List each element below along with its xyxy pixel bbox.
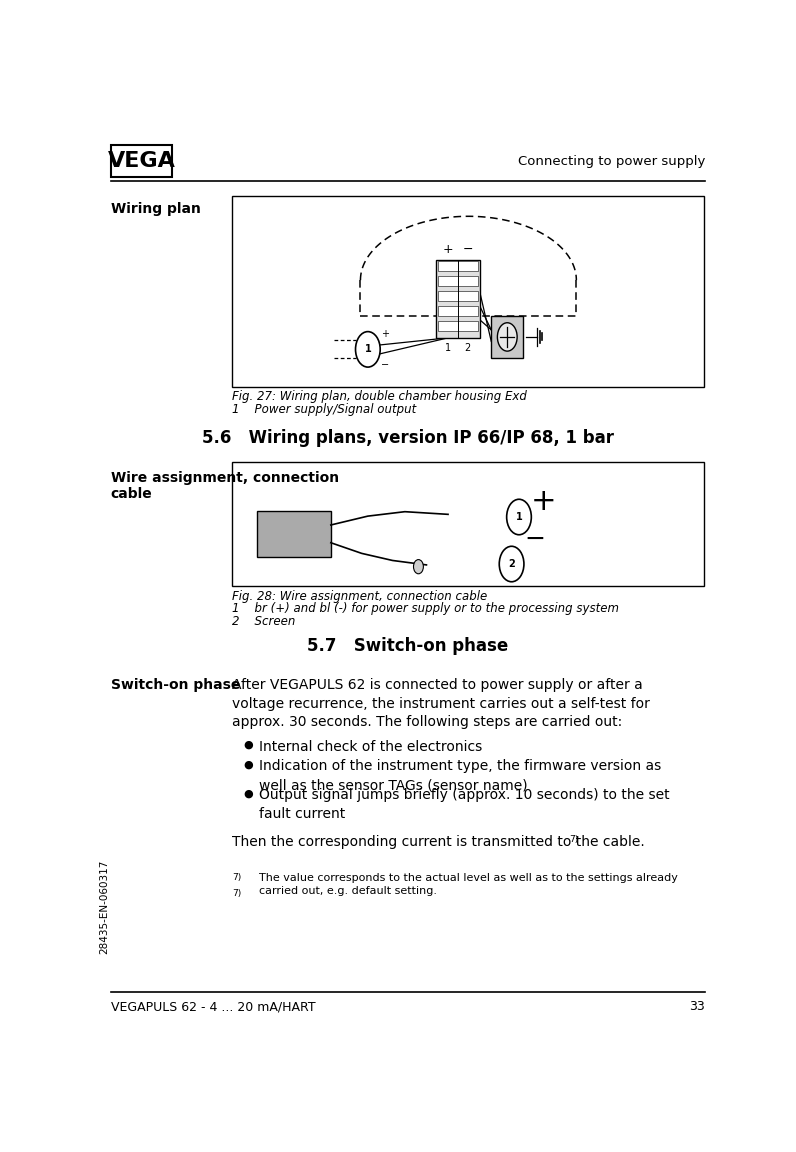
Bar (232, 196, 704, 387)
Text: 1: 1 (516, 511, 522, 522)
Circle shape (498, 323, 517, 351)
Text: Internal check of the electronics: Internal check of the electronics (259, 740, 482, 753)
Text: 1    Power supply/Signal output: 1 Power supply/Signal output (232, 402, 416, 416)
Bar (257, 510, 331, 556)
Text: Switch-on phase: Switch-on phase (111, 677, 240, 691)
Bar (438, 306, 478, 316)
Text: 2: 2 (465, 343, 470, 354)
Text: 33: 33 (689, 1000, 705, 1014)
Bar (491, 316, 523, 358)
Bar (111, 145, 172, 177)
Text: 1    br (+) and bl (-) for power supply or to the processing system: 1 br (+) and bl (-) for power supply or … (232, 602, 619, 615)
Circle shape (356, 332, 380, 367)
Bar (438, 276, 478, 286)
Text: Output signal jumps briefly (approx. 10 seconds) to the set
fault current: Output signal jumps briefly (approx. 10 … (259, 788, 669, 821)
Text: 7): 7) (232, 873, 241, 881)
Bar (438, 321, 478, 331)
Text: After VEGAPULS 62 is connected to power supply or after a
voltage recurrence, th: After VEGAPULS 62 is connected to power … (232, 677, 650, 729)
Text: 2: 2 (508, 559, 515, 569)
Text: ●: ● (244, 740, 253, 750)
Text: 2    Screen: 2 Screen (232, 614, 295, 628)
Text: −: − (381, 359, 389, 370)
Bar (438, 262, 478, 271)
Text: Connecting to power supply: Connecting to power supply (518, 154, 705, 168)
Text: Then the corresponding current is transmitted to the cable.: Then the corresponding current is transm… (232, 834, 645, 849)
Text: 1: 1 (365, 344, 371, 355)
Text: The value corresponds to the actual level as well as to the settings already
car: The value corresponds to the actual leve… (259, 873, 677, 896)
Bar (438, 291, 478, 301)
Text: 1: 1 (445, 343, 451, 354)
Text: ●: ● (244, 788, 253, 798)
Text: +: + (381, 328, 389, 339)
Text: 7): 7) (570, 834, 579, 843)
Text: −: − (462, 243, 473, 256)
Text: +: + (531, 487, 556, 516)
Text: Fig. 27: Wiring plan, double chamber housing Exd: Fig. 27: Wiring plan, double chamber hou… (232, 391, 527, 403)
Text: 5.6   Wiring plans, version IP 66/IP 68, 1 bar: 5.6 Wiring plans, version IP 66/IP 68, 1… (202, 430, 614, 447)
Text: 28435-EN-060317: 28435-EN-060317 (100, 859, 109, 954)
Text: ●: ● (244, 759, 253, 770)
Text: Fig. 28: Wire assignment, connection cable: Fig. 28: Wire assignment, connection cab… (232, 590, 487, 602)
Text: VEGAPULS 62 - 4 ... 20 mA/HART: VEGAPULS 62 - 4 ... 20 mA/HART (111, 1000, 315, 1014)
Text: 5.7   Switch-on phase: 5.7 Switch-on phase (307, 637, 509, 654)
Text: +: + (443, 243, 454, 256)
Text: −: − (524, 528, 545, 551)
Circle shape (506, 499, 531, 535)
Circle shape (499, 546, 524, 582)
Text: VEGA: VEGA (107, 151, 175, 172)
Text: 7): 7) (232, 888, 241, 897)
Text: Indication of the instrument type, the firmware version as
well as the sensor TA: Indication of the instrument type, the f… (259, 759, 661, 793)
Text: Wiring plan: Wiring plan (111, 202, 201, 217)
Circle shape (413, 560, 423, 574)
Text: Wire assignment, connection
cable: Wire assignment, connection cable (111, 471, 339, 501)
Bar (435, 259, 480, 338)
Bar (232, 462, 704, 586)
